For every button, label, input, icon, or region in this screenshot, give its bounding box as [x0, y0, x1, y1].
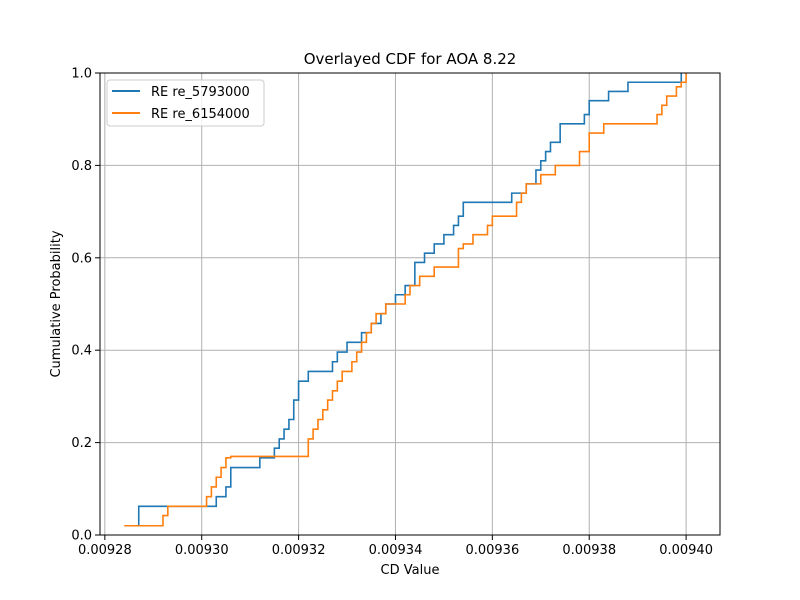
y-tick-label: 0.8: [71, 159, 92, 174]
y-tick-label: 0.0: [71, 529, 92, 544]
y-tick-label: 0.2: [71, 436, 92, 451]
x-axis-ticks: 0.00928 0.00930 0.00932 0.00934 0.00936 0.009…: [78, 535, 713, 558]
series-lines: [124, 73, 687, 527]
y-tick-label: 1.0: [71, 67, 92, 82]
y-tick-label: 0.6: [71, 251, 92, 266]
y-tick-label: 0.4: [71, 344, 92, 359]
y-axis-ticks: 0.0 0.2 0.4 0.6 0.8 1.0: [71, 67, 100, 544]
x-axis-label: CD Value: [381, 563, 440, 578]
legend-label-series-1: RE re_5793000: [151, 85, 250, 100]
x-tick-label: 0.00930: [175, 543, 229, 558]
legend-label-series-2: RE re_6154000: [151, 107, 250, 122]
x-tick-label: 0.00928: [78, 543, 132, 558]
y-axis-label: Cumulative Probability: [49, 230, 64, 377]
plot-frame: [99, 72, 721, 536]
cdf-line-series-2: [124, 73, 687, 527]
legend-box: [106, 79, 265, 127]
x-tick-label: 0.00934: [369, 543, 423, 558]
x-tick-label: 0.00932: [272, 543, 326, 558]
x-tick-label: 0.00940: [659, 543, 713, 558]
legend: RE re_5793000 RE re_6154000: [106, 79, 265, 127]
chart-title: Overlayed CDF for AOA 8.22: [304, 50, 517, 68]
x-tick-label: 0.00938: [562, 543, 616, 558]
x-tick-label: 0.00936: [465, 543, 519, 558]
